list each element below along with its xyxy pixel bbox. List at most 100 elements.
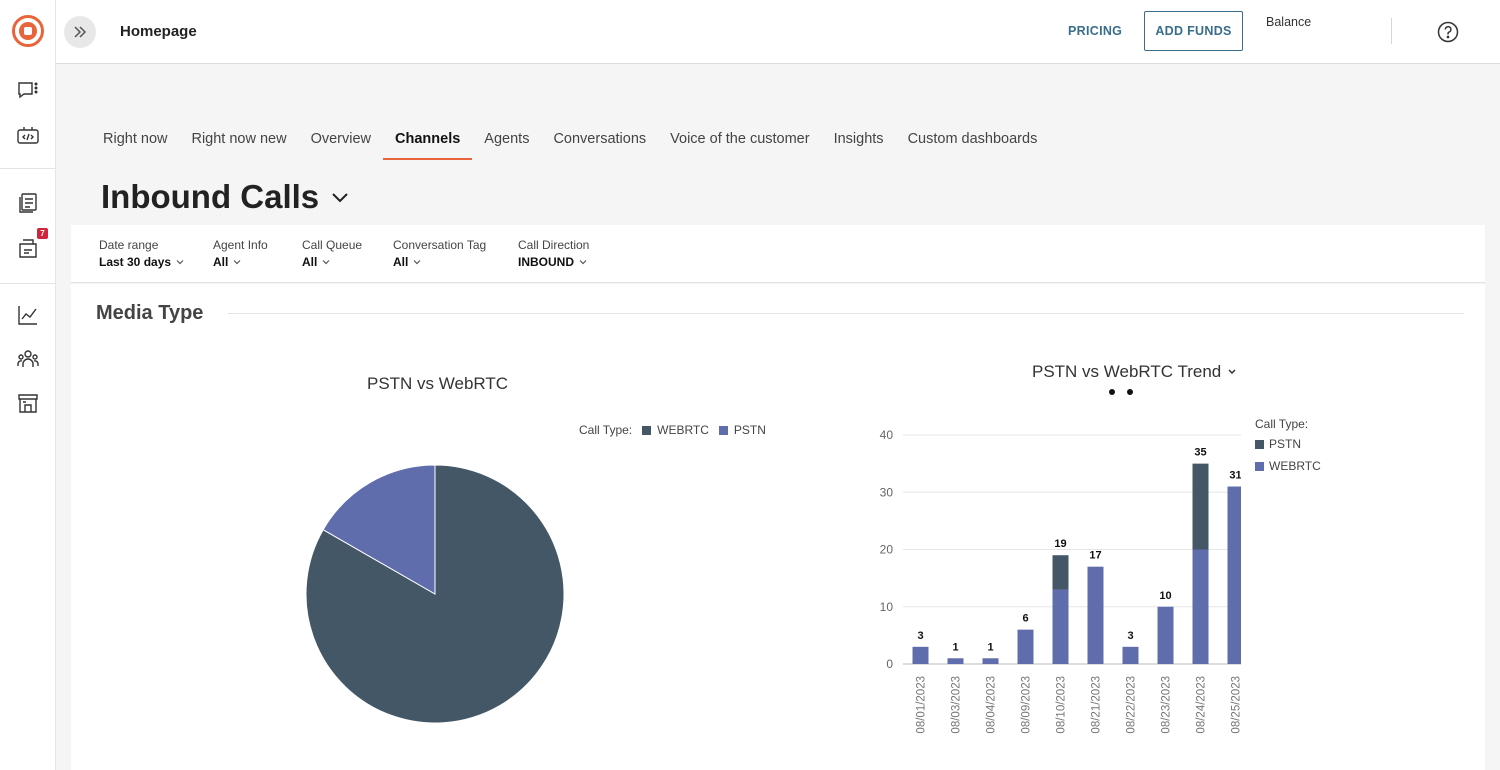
filter-value[interactable]: All	[393, 255, 486, 269]
bar-pstn[interactable]	[1052, 555, 1069, 590]
bar-chart: 0 10 20 30 40 3 08/01/2023 1 08/03/2023 1 08/04/20…	[880, 428, 1242, 734]
bar-total-label: 3	[917, 630, 923, 642]
bar-webrtc[interactable]	[1192, 549, 1209, 665]
tab-insights[interactable]: Insights	[833, 131, 884, 147]
bar-webrtc[interactable]	[1122, 646, 1139, 664]
pager-dot[interactable]	[1127, 389, 1133, 395]
help-icon[interactable]	[1437, 21, 1459, 43]
expand-sidebar-button[interactable]	[64, 16, 96, 48]
bar-total-label: 17	[1089, 550, 1101, 562]
pager-dot[interactable]	[1109, 389, 1115, 395]
y-tick-label: 40	[880, 428, 894, 442]
filter-value-text: All	[213, 255, 229, 269]
bar-webrtc[interactable]	[982, 658, 999, 664]
pie-legend-webrtc[interactable]: WEBRTC	[657, 423, 709, 437]
bar-chart-title: PSTN vs WebRTC Trend	[1032, 362, 1222, 381]
bar-webrtc[interactable]	[1227, 486, 1242, 664]
tab-agents[interactable]: Agents	[484, 131, 530, 147]
filter-label: Conversation Tag	[393, 238, 487, 252]
chart-pager-dots[interactable]	[1109, 389, 1133, 395]
media-type-card: Media Type PSTN vs WebRTC Call Type: WEB…	[71, 284, 1485, 770]
chevron-down-icon	[233, 260, 241, 265]
x-tick-label: 08/01/2023	[916, 676, 928, 734]
bar-total-label: 6	[1022, 613, 1028, 625]
bar-legend-item[interactable]: PSTN	[1255, 437, 1321, 451]
bar-chart-title-dropdown[interactable]: PSTN vs WebRTC Trend	[1032, 362, 1237, 382]
pricing-link[interactable]: PRICING	[1068, 24, 1123, 38]
filter-value-text: Last 30 days	[99, 255, 172, 269]
filter-value-text: All	[302, 255, 318, 269]
filter-value[interactable]: Last 30 days	[99, 255, 184, 269]
dashboard-heading[interactable]: Inbound Calls	[101, 178, 349, 216]
bar-total-label: 19	[1054, 538, 1066, 550]
x-tick-label: 08/03/2023	[951, 676, 963, 734]
bar-webrtc[interactable]	[1052, 589, 1069, 664]
store-icon[interactable]	[16, 391, 40, 415]
bar-legend-item[interactable]: WEBRTC	[1255, 459, 1321, 473]
tab-right-now-new[interactable]: Right now new	[191, 131, 287, 147]
add-funds-button[interactable]: ADD FUNDS	[1144, 11, 1243, 51]
chevron-down-icon	[176, 260, 184, 265]
pie-chart	[305, 464, 565, 724]
bar-webrtc[interactable]	[947, 658, 964, 664]
bar-webrtc[interactable]	[1087, 566, 1104, 664]
bar-legend-pstn: PSTN	[1269, 437, 1302, 451]
legend-swatch-webrtc	[1255, 461, 1264, 471]
chat-icon[interactable]	[16, 79, 40, 103]
x-tick-label: 08/23/2023	[1161, 676, 1173, 734]
logo-icon[interactable]	[12, 15, 44, 47]
tab-bar: Right now Right now new Overview Channels Ag…	[91, 120, 1049, 160]
filter-value[interactable]: INBOUND	[518, 255, 589, 269]
pie-legend-pstn[interactable]: PSTN	[733, 423, 766, 437]
filter-call-direction[interactable]: Call Direction INBOUND	[518, 238, 589, 269]
legend-swatch-pstn	[1255, 439, 1264, 449]
bar-total-label: 31	[1229, 470, 1241, 482]
bar-total-label: 1	[987, 641, 993, 653]
filter-date-range[interactable]: Date range Last 30 days	[99, 238, 184, 269]
chevron-down-icon	[1228, 369, 1236, 375]
filter-conversation-tag[interactable]: Conversation Tag All	[393, 238, 486, 269]
analytics-icon[interactable]	[16, 303, 40, 327]
x-tick-label: 08/25/2023	[1231, 676, 1242, 734]
bar-total-label: 3	[1127, 630, 1133, 642]
bar-total-label: 10	[1159, 590, 1171, 602]
filter-label: Call Queue	[302, 238, 363, 252]
pie-slice-pstn[interactable]	[322, 464, 436, 595]
tab-custom-dashboards[interactable]: Custom dashboards	[907, 131, 1038, 147]
tab-right-now[interactable]: Right now	[103, 131, 168, 147]
tab-overview[interactable]: Overview	[310, 131, 372, 147]
filter-value[interactable]: All	[302, 255, 362, 269]
bar-legend: Call Type: PSTN WEBRTC	[1255, 417, 1321, 473]
left-sidebar: 7	[0, 0, 56, 770]
tab-channels[interactable]: Channels	[383, 120, 473, 160]
reports-icon[interactable]	[16, 191, 40, 215]
y-tick-label: 10	[880, 600, 894, 614]
bar-total-label: 35	[1194, 447, 1206, 459]
x-tick-label: 08/24/2023	[1196, 676, 1208, 734]
balance-label: Balance	[1266, 15, 1312, 29]
bar-webrtc[interactable]	[1157, 606, 1174, 664]
bar-webrtc[interactable]	[912, 646, 929, 664]
team-icon[interactable]	[16, 347, 40, 371]
filter-bar: Date range Last 30 days Agent Info All Call …	[71, 225, 1485, 283]
bar-webrtc[interactable]	[1017, 629, 1034, 664]
bar-pstn[interactable]	[1192, 463, 1209, 550]
filter-value[interactable]: All	[213, 255, 268, 269]
inbox-icon[interactable]	[16, 236, 40, 260]
filter-label: Date range	[99, 238, 159, 252]
bar-legend-webrtc: WEBRTC	[1269, 459, 1321, 473]
chevron-down-icon[interactable]	[331, 191, 349, 203]
pie-legend: Call Type: WEBRTC PSTN	[579, 423, 766, 437]
filter-value-text: INBOUND	[518, 255, 574, 269]
filter-label: Agent Info	[213, 238, 268, 252]
x-tick-label: 08/09/2023	[1021, 676, 1033, 734]
notification-badge: 7	[37, 228, 48, 239]
tab-conversations[interactable]: Conversations	[553, 131, 647, 147]
code-icon[interactable]	[16, 124, 40, 148]
topbar-divider	[1391, 18, 1392, 44]
page-title: Homepage	[120, 23, 197, 40]
x-tick-label: 08/04/2023	[986, 676, 998, 734]
tab-voice-of-the-customer[interactable]: Voice of the customer	[670, 131, 810, 147]
filter-call-queue[interactable]: Call Queue All	[302, 238, 362, 269]
filter-agent-info[interactable]: Agent Info All	[213, 238, 268, 269]
